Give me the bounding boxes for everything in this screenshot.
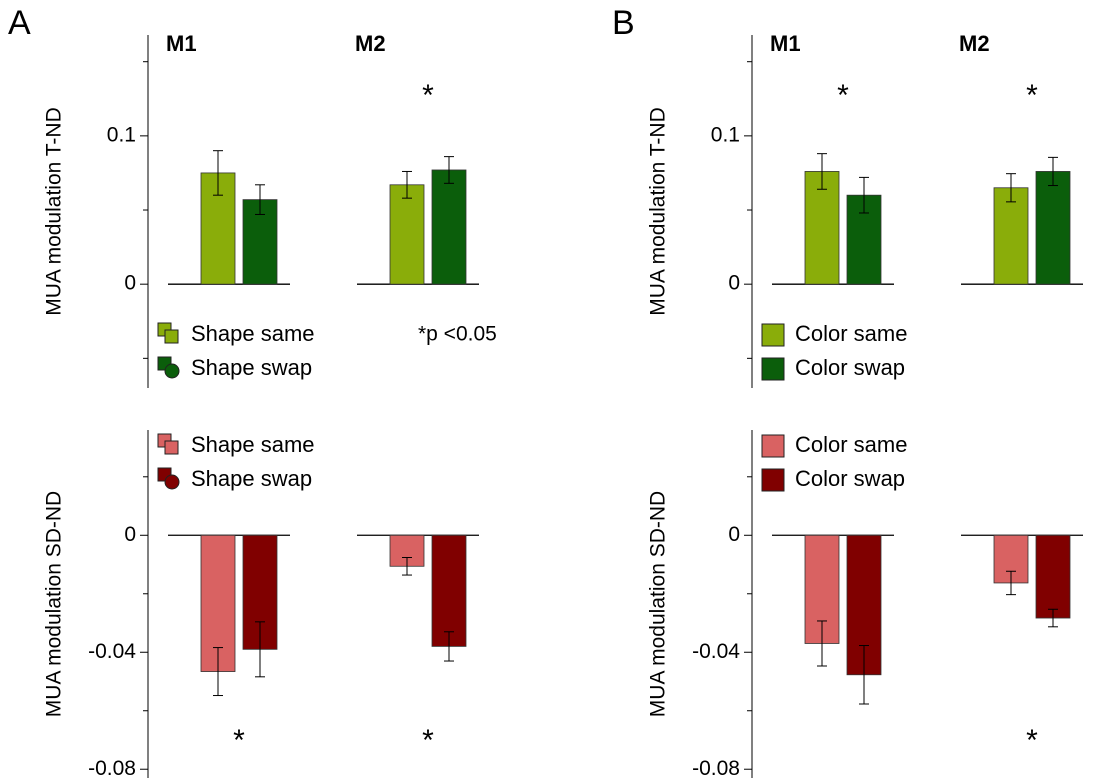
error-bar [1048,608,1058,628]
category-label: M1 [166,31,197,56]
error-bar [444,156,454,184]
y-tick-label: 0 [124,272,136,295]
y-axis-label: MUA modulation SD-ND [647,491,670,717]
error-bar [1048,156,1058,187]
legend-icon [164,440,179,455]
bar [1035,171,1071,285]
error-bar [213,150,223,196]
error-bar [1006,173,1016,203]
legend-label: Color swap [795,355,905,380]
error-bar [1006,570,1016,596]
y-tick-label: 0 [728,272,740,295]
significance-marker: * [837,79,849,112]
legend-icon [761,357,785,381]
legend-icon [761,323,785,347]
legend-label: Color swap [795,466,905,491]
legend-label: Shape same [191,432,315,457]
bar [804,171,840,285]
error-bar [859,645,869,705]
legend-label: Color same [795,321,907,346]
legend-label: Shape swap [191,466,312,491]
y-tick-label: -0.08 [88,757,136,780]
y-tick-label: 0 [728,523,740,546]
legend-icon [164,474,180,490]
y-tick-label: -0.04 [88,640,136,663]
y-axis-label: MUA modulation SD-ND [43,491,66,717]
significance-marker: * [422,724,434,757]
legend-icon [164,329,179,344]
legend-label: Color same [795,432,907,457]
y-tick-label: -0.04 [692,640,740,663]
error-bar [859,176,869,214]
category-label: M2 [355,31,386,56]
y-tick-label: 0.1 [711,123,740,146]
bar [1035,534,1071,619]
bar [993,187,1029,285]
panel-label: A [8,4,31,42]
error-bar [444,631,454,662]
category-label: M1 [770,31,801,56]
legend-icon [761,468,785,492]
significance-marker: * [1026,724,1038,757]
legend-icon [164,363,180,379]
error-bar [402,170,412,199]
bar [431,169,467,285]
note: *p <0.05 [418,323,497,346]
y-axis-label: MUA modulation T-ND [43,107,66,316]
bar [389,184,425,285]
bar [431,534,467,647]
error-bar [255,184,265,215]
error-bar [213,647,223,697]
panel-label: B [612,4,635,42]
y-tick-label: -0.08 [692,757,740,780]
y-tick-label: 0 [124,523,136,546]
legend-label: Shape swap [191,355,312,380]
error-bar [817,620,827,667]
significance-marker: * [233,724,245,757]
significance-marker: * [1026,79,1038,112]
error-bar [255,621,265,678]
significance-marker: * [422,79,434,112]
error-bar [817,153,827,190]
y-tick-label: 0.1 [107,123,136,146]
category-label: M2 [959,31,990,56]
y-axis-label: MUA modulation T-ND [647,107,670,316]
legend-icon [761,434,785,458]
legend-label: Shape same [191,321,315,346]
error-bar [402,557,412,576]
